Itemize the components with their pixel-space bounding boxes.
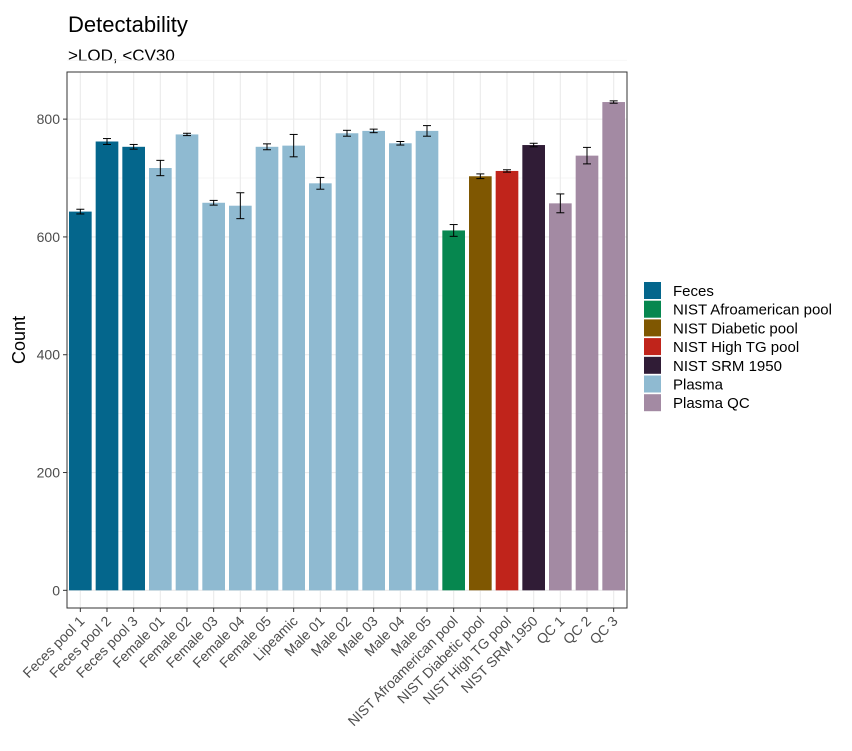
legend-swatch [644,356,661,374]
error-bar [423,125,431,137]
legend-swatch [644,394,661,412]
legend-item: NIST Diabetic pool [644,319,798,337]
error-bar [529,142,538,148]
bar [602,102,625,591]
bar [575,155,599,591]
x-tick-label: QC 2 [560,613,595,648]
bar [415,130,439,591]
error-bar [129,143,138,150]
y-tick-label: 800 [37,111,61,127]
bar [229,205,252,591]
legend-label: Feces [673,283,714,300]
bar [362,130,385,591]
legend-item: NIST Afroamerican pool [644,300,832,319]
error-bar [236,192,245,220]
bar [335,133,359,591]
error-bars [76,100,618,237]
legend-swatch [644,282,661,299]
legend-item: NIST High TG pool [644,338,799,356]
error-bar [343,129,351,137]
y-tick-label: 0 [52,582,60,598]
x-tick-label: QC 3 [586,613,621,648]
error-bar [76,208,85,215]
bar [122,146,145,591]
bar [95,141,119,591]
y-tick-label: 600 [37,229,61,245]
bar [69,211,92,591]
legend-label: NIST High TG pool [673,339,799,356]
error-bar [263,143,271,151]
legend-swatch [644,375,661,393]
error-bar [369,128,378,134]
bar [202,202,225,591]
error-bar [609,100,618,104]
legend-item: Feces [644,282,714,300]
error-bar [556,193,565,214]
error-bar [476,173,485,180]
y-axis-title: Count [9,316,29,364]
legend-label: NIST Diabetic pool [673,320,798,337]
error-bar [316,176,325,190]
legend-item: Plasma [644,375,724,394]
y-tick-label: 400 [37,347,61,363]
legend-label: Plasma QC [673,395,750,412]
legend-label: NIST Afroamerican pool [673,302,832,319]
error-bar [396,141,405,146]
legend-label: NIST SRM 1950 [673,358,782,375]
bar [255,146,279,591]
bar [442,230,465,591]
legend-swatch [644,300,661,318]
bar [495,170,519,591]
error-bar [156,159,165,177]
error-bar [103,138,111,145]
chart-subtitle: >LOD, <CV30 [68,46,175,65]
error-bar [449,224,458,237]
error-bar [209,199,218,206]
error-bar [183,132,191,137]
legend-item: Plasma QC [644,394,750,412]
legend-item: NIST SRM 1950 [644,356,782,375]
legend-swatch [644,338,661,356]
y-axis: 0 200 400 600 800 [37,111,67,598]
bar [549,203,572,591]
chart-title: Detectability [68,12,188,37]
bar [282,145,305,591]
bar [389,143,412,591]
error-bar [289,133,298,158]
y-tick-label: 200 [37,465,61,481]
error-bar [583,146,591,165]
error-bar [503,169,511,173]
bar [469,176,492,591]
bar [175,134,199,591]
bars [69,102,625,591]
bar [309,183,332,591]
legend-swatch [644,319,661,337]
bar [522,145,545,591]
legend-label: Plasma [673,377,724,394]
bar [149,168,172,591]
x-tick-label: QC 1 [533,613,568,648]
